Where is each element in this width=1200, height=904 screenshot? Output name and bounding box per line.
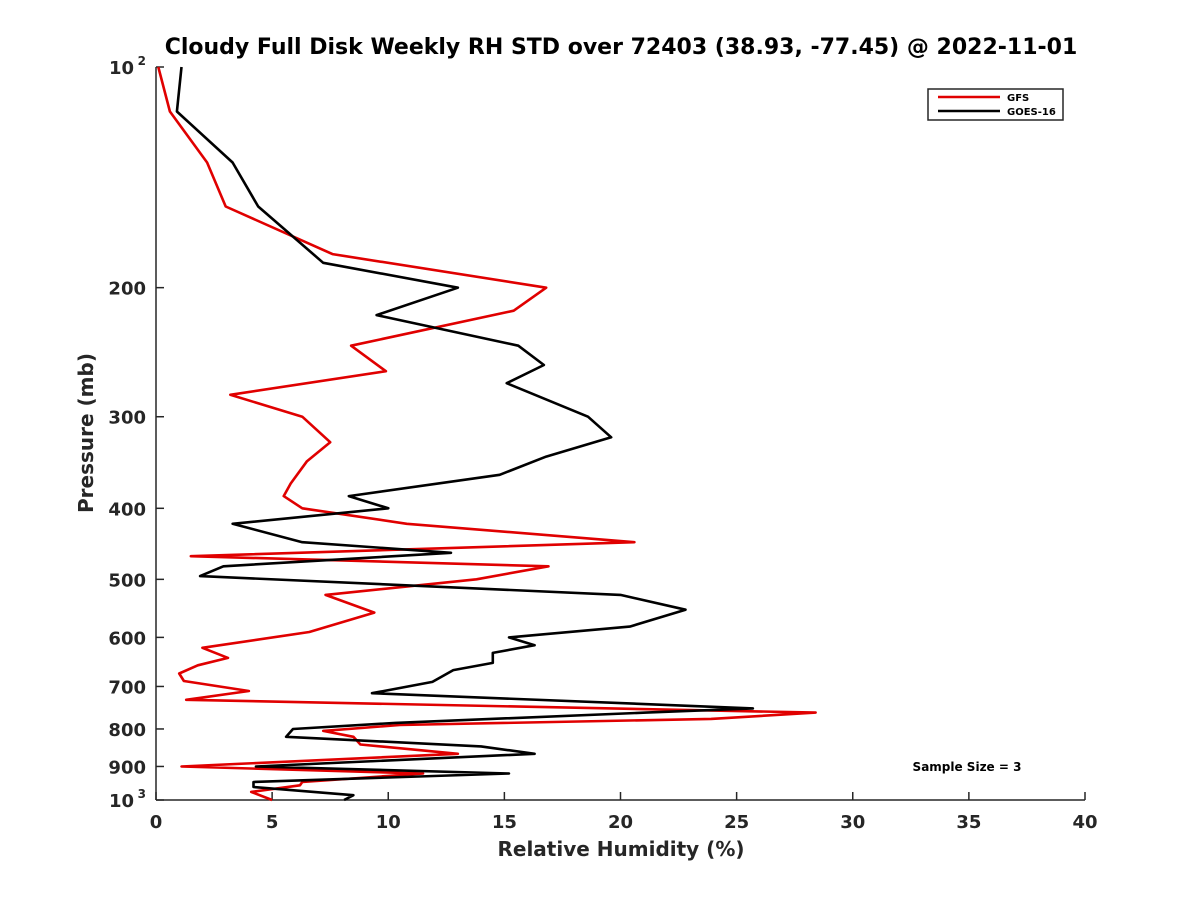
- series-line-goes-16: [175, 66, 755, 802]
- y-tick-label: 700: [108, 677, 146, 698]
- y-tick-label: 900: [108, 757, 146, 778]
- x-tick-label: 25: [724, 812, 749, 833]
- x-tick-label: 30: [840, 812, 865, 833]
- sample-size-annotation: Sample Size = 3: [913, 760, 1022, 774]
- x-axis-label: Relative Humidity (%): [497, 837, 744, 861]
- legend-label-gfs: GFS: [1007, 93, 1029, 104]
- chart-title: Cloudy Full Disk Weekly RH STD over 7240…: [165, 35, 1078, 60]
- y-tick-label: 300: [108, 408, 146, 429]
- y-tick-label: 200: [108, 279, 146, 300]
- x-axis: 0 5 10 15 20 25 30 35 40: [150, 792, 1098, 833]
- y-tick-label: 800: [108, 720, 146, 741]
- y-axis: 10 2 200 300 400 500 600 700 800 900 10 3: [108, 54, 164, 812]
- y-tick-label: 600: [108, 628, 146, 649]
- y-tick-label: 400: [108, 499, 146, 520]
- series-lines: [157, 66, 817, 802]
- y-tick-label: 10: [109, 791, 134, 812]
- x-tick-label: 40: [1072, 812, 1097, 833]
- y-tick-label: 10: [109, 58, 134, 79]
- y-axis-label: Pressure (mb): [74, 353, 98, 513]
- x-tick-label: 15: [492, 812, 517, 833]
- legend-box: [927, 88, 1064, 121]
- x-tick-label: 10: [376, 812, 401, 833]
- x-tick-label: 0: [150, 812, 163, 833]
- series-line-gfs: [157, 66, 817, 802]
- legend: GFS GOES-16: [927, 88, 1064, 121]
- y-tick-label: 500: [108, 570, 146, 591]
- x-tick-label: 5: [266, 812, 279, 833]
- x-tick-label: 35: [956, 812, 981, 833]
- x-tick-label: 20: [608, 812, 633, 833]
- legend-label-goes-16: GOES-16: [1007, 107, 1056, 118]
- y-tick-exponent: 2: [138, 54, 146, 68]
- y-tick-exponent: 3: [138, 787, 146, 801]
